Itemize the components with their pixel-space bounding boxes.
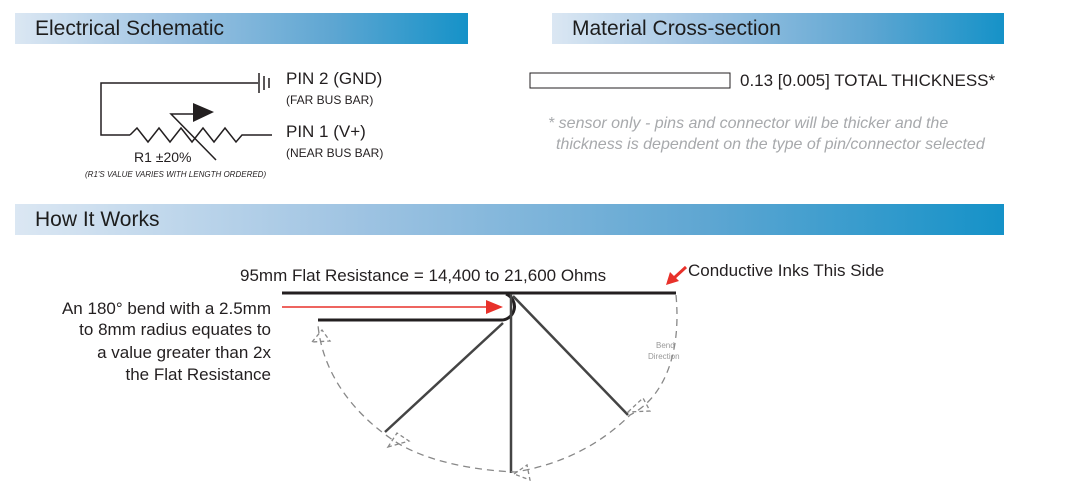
bend-note-line: to 8mm radius equates to xyxy=(79,320,271,339)
thickness-bar xyxy=(529,72,731,89)
bend-note-line: a value greater than 2x xyxy=(97,343,271,362)
variable-arrow-icon xyxy=(193,103,214,122)
arc-arrowhead-icon xyxy=(386,432,411,449)
section-title: How It Works xyxy=(35,208,160,231)
red-arrow-head-icon xyxy=(486,300,503,314)
material-note-1: * sensor only - pins and connector will … xyxy=(548,115,949,132)
bend-note-line: the Flat Resistance xyxy=(125,365,271,384)
pin2-sublabel: (FAR BUS BAR) xyxy=(286,93,374,107)
bend-direction-label-2: Direction xyxy=(648,352,680,361)
r1-note: (R1'S VALUE VARIES WITH LENGTH ORDERED) xyxy=(85,170,267,179)
section-header-how-it-works: How It Works xyxy=(15,204,1004,235)
arc-arrowhead-icon xyxy=(626,396,652,413)
pin2-label: PIN 2 (GND) xyxy=(286,69,383,88)
pin1-sublabel: (NEAR BUS BAR) xyxy=(286,146,384,160)
section-title: Electrical Schematic xyxy=(35,17,225,40)
red-arrows xyxy=(282,265,688,314)
section-header-material: Material Cross-section xyxy=(552,13,1004,44)
bend-direction-arc xyxy=(310,294,678,482)
schematic-wiring xyxy=(100,73,272,161)
bend-direction-label-1: Bend xyxy=(656,341,675,350)
thickness-label: 0.13 [0.005] TOTAL THICKNESS* xyxy=(740,71,996,90)
bend-diagram xyxy=(282,291,676,473)
pin1-label: PIN 1 (V+) xyxy=(286,122,366,141)
section-header-electrical: Electrical Schematic xyxy=(15,13,468,44)
arc-arrowhead-icon xyxy=(512,463,531,482)
r1-label: R1 ±20% xyxy=(134,149,192,165)
section-title: Material Cross-section xyxy=(572,17,781,40)
arc-arrowhead-icon xyxy=(310,328,332,343)
conductive-ink-label: Conductive Inks This Side xyxy=(688,261,885,280)
red-arrow-head-icon xyxy=(666,272,679,285)
material-note-2: thickness is dependent on the type of pi… xyxy=(556,136,985,153)
bend-note-line: An 180° bend with a 2.5mm xyxy=(61,299,271,318)
flat-resistance-label: 95mm Flat Resistance = 14,400 to 21,600 … xyxy=(240,266,607,285)
